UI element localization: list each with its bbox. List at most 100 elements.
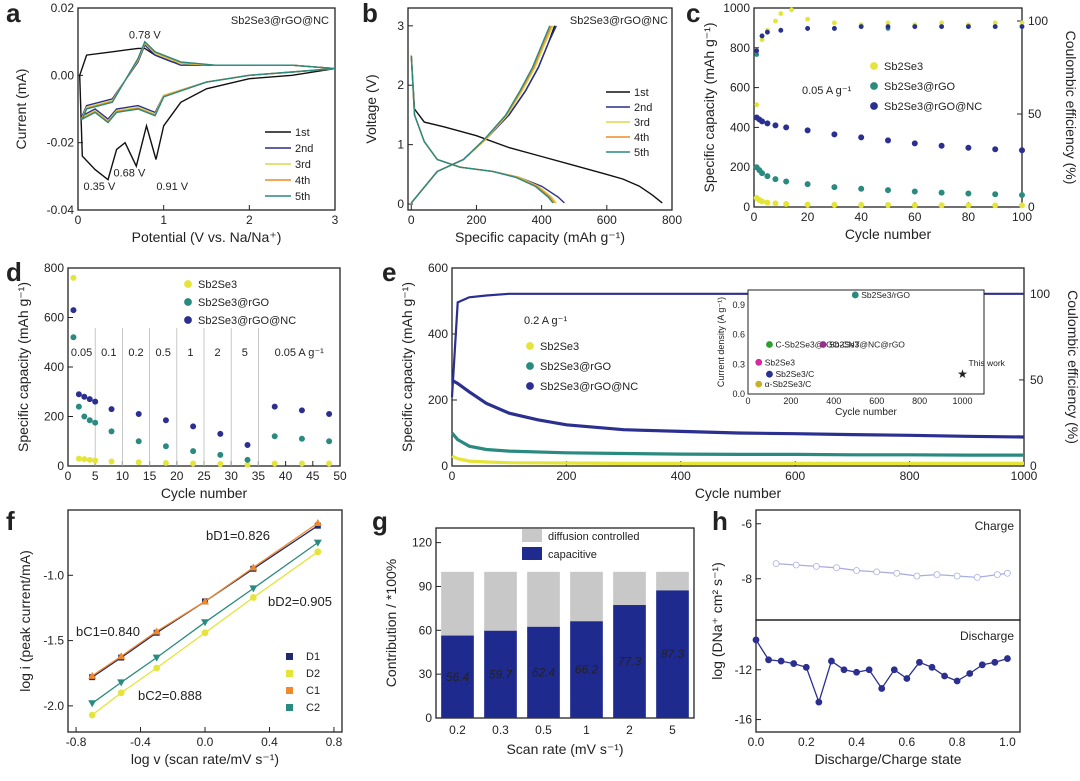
plot-frame [451,267,1025,467]
rate-point [326,411,333,418]
capacity-point [804,201,811,208]
b-value-label: bD2=0.905 [268,594,332,609]
capacity-point [831,201,838,208]
capacity-point [858,202,865,209]
inset-frame [747,289,985,395]
ce-point [858,24,864,29]
x-tick-label: -0.4 [130,735,151,749]
rate-point [86,417,93,424]
ce-point [789,7,794,13]
legend-label: Sb2Se3@rGO [198,297,270,309]
data-point [88,711,96,719]
legend-marker [870,102,878,110]
capacity-point [764,173,771,180]
b-value-label: bD1=0.826 [206,528,270,543]
rate-point [190,460,197,467]
gcd-curve-5th-d [410,55,554,204]
capacity-point [1019,147,1026,154]
inset-x-tick: 200 [783,396,798,406]
capacity-point [965,144,972,151]
capacity-point [858,134,865,141]
y-axis-title: Specific capacity (mAh g⁻¹) [399,282,415,452]
legend-swatch [522,529,542,542]
capacity-point [911,140,918,147]
rate-point [326,438,333,445]
ce-point [912,24,918,29]
legend-marker [526,382,534,390]
rate-point [70,334,77,341]
y-tick-label: -0.04 [47,203,75,217]
panel-f: -0.8 -0.4 0.0 0.4 0.8 -2.0 -1.5 -1.0 log v (scan… [17,509,343,767]
ce-point [939,24,944,29]
x-tick-label: 10 [116,469,130,483]
legend-label: Sb2Se3@rGO@NC [884,101,982,113]
rate-point [298,460,305,467]
x-tick-label: 1.0 [999,735,1016,749]
panel-label-c: c [686,0,700,28]
legend-label: D2 [306,668,320,680]
half-label: Charge [975,519,1015,533]
rate-point [86,396,93,403]
rate-point [70,274,77,281]
legend-marker [184,298,192,306]
x-tick-label: 800 [662,213,682,227]
legend-marker [286,687,293,694]
inset-x-tick: 400 [826,396,841,406]
y-tick-label: 0.00 [51,68,75,82]
legend-label: 3rd [634,117,650,129]
bar-data-label: 66.2 [575,663,599,677]
rate-point [326,460,333,467]
data-point [201,619,209,627]
diffusion-point [966,670,974,677]
y-tick-label: 800 [44,261,64,275]
y-tick-label: -16 [735,713,753,727]
y-tick-label: 0 [57,459,64,473]
legend-label: C1 [306,685,320,697]
capacity-point [759,198,766,205]
data-point [153,664,161,672]
x-tick-label: 5 [92,469,99,483]
x-tick-label: 0.8 [326,735,343,749]
x-tick-label: 0.6 [899,735,916,749]
data-point [313,539,322,547]
capacity-point [831,184,838,191]
rate-point [217,451,224,458]
capacity-point [938,202,945,209]
capacity-point [783,124,790,131]
y-tick-label: -1.5 [43,634,64,648]
x-tick-label: 0.3 [492,723,509,737]
data-point [249,585,258,593]
plot-frame [77,7,336,211]
bar-data-label: 87.3 [661,647,685,661]
data-point [117,679,126,687]
panel-label-h: h [712,506,728,536]
bar-data-label: 59.7 [489,667,514,681]
legend-label: 2nd [295,143,313,155]
legend-label: Sb2Se3@rGO [884,81,956,93]
legend-marker [184,280,192,288]
legend-marker [526,362,534,370]
plot-frame [407,7,673,211]
peak-annotation: 0.91 V [156,181,188,193]
ce-point [885,24,891,29]
legend-label: 1st [295,127,310,139]
x-tick-label: 100 [1012,210,1032,224]
legend-marker [286,653,293,660]
diffusion-point [933,571,941,579]
x-tick-label: 0.4 [261,735,278,749]
capacity-point [764,199,771,206]
x-tick-label: 80 [962,210,976,224]
panel-label-d: d [6,257,22,287]
x-tick-label: 0 [75,213,82,227]
diffusion-point [953,677,961,685]
y-tick-label: 60 [419,623,433,637]
capacity-point [911,202,918,209]
inset-y-tick: 0.6 [732,330,745,340]
ce-point [773,18,778,24]
rate-point [271,460,278,467]
legend-label: Sb2Se3 [884,61,923,73]
x-tick-label: 30 [225,469,239,483]
y-tick-label: 800 [730,41,750,55]
